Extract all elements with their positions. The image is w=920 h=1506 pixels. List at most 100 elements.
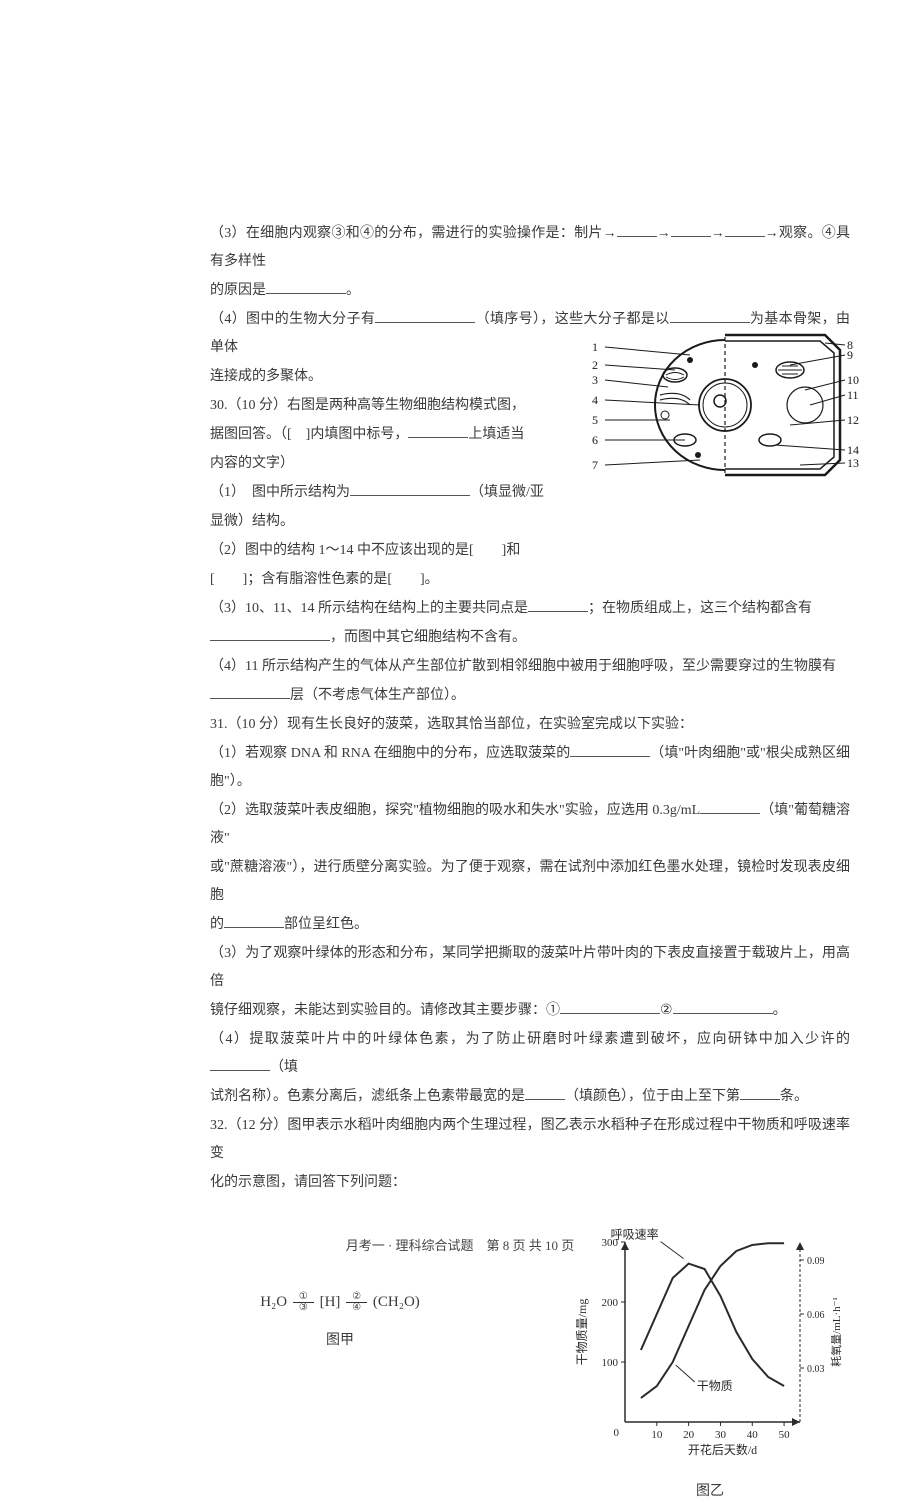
text: ② bbox=[660, 1003, 673, 1018]
q30-3a: （3）10、11、14 所示结构在结构上的主要共同点是 ；在物质组成上，这三个结构… bbox=[210, 595, 850, 623]
blank bbox=[570, 743, 650, 757]
text: （3）为了观察叶绿体的形态和分布，某同学把撕取的菠菜叶片带叶肉的下表皮直接置于载… bbox=[210, 946, 850, 989]
text: （3）10、11、14 所示结构在结构上的主要共同点是 bbox=[210, 601, 528, 616]
svg-text:2: 2 bbox=[592, 358, 598, 372]
blank bbox=[408, 424, 468, 438]
arrow1: ① ③ bbox=[293, 1292, 314, 1313]
svg-text:10: 10 bbox=[847, 373, 859, 387]
svg-text:50: 50 bbox=[779, 1429, 791, 1441]
text: → bbox=[657, 226, 671, 241]
cell-diagram: 1234567891011121413 bbox=[590, 325, 860, 485]
h2o: H₂O bbox=[260, 1294, 287, 1310]
q31-2b: 或"蔗糖溶液"），进行质壁分离实验。为了便于观察，需在试剂中添加红色墨水处理，镜… bbox=[210, 854, 850, 910]
svg-text:0.09: 0.09 bbox=[807, 1256, 825, 1267]
text: （3）在细胞内观察③和④的分布，需进行的实验操作是：制片→ bbox=[210, 226, 617, 241]
arrow2: ② ④ bbox=[346, 1292, 367, 1313]
text: 。 bbox=[346, 283, 360, 298]
blank bbox=[670, 309, 750, 323]
svg-text:10: 10 bbox=[651, 1429, 663, 1441]
text: 据图回答。（[ ]内填图中标号， bbox=[210, 427, 408, 442]
text: 上填适当 bbox=[468, 427, 524, 442]
q30-2a: （2）图中的结构 1～14 中不应该出现的是[ ]和 bbox=[210, 537, 850, 565]
q30-1a: （1） 图中所示结构为 （填显微/亚 bbox=[210, 479, 560, 507]
svg-text:100: 100 bbox=[602, 1357, 619, 1369]
q32-header1: 32.（12 分）图甲表示水稻叶肉细胞内两个生理过程，图乙表示水稻种子在形成过程… bbox=[210, 1112, 850, 1168]
text: [ ]；含有脂溶性色素的是[ ]。 bbox=[210, 572, 439, 587]
blank bbox=[210, 627, 330, 641]
q31-3a: （3）为了观察叶绿体的形态和分布，某同学把撕取的菠菜叶片带叶肉的下表皮直接置于载… bbox=[210, 940, 850, 996]
text: 部位呈红色。 bbox=[284, 917, 368, 932]
q31-3b: 镜仔细观察，未能达到实验目的。请修改其主要步骤：① ② 。 bbox=[210, 997, 850, 1025]
figure-jia-caption: 图甲 bbox=[210, 1327, 470, 1355]
blank bbox=[210, 1057, 270, 1071]
svg-text:20: 20 bbox=[683, 1429, 695, 1441]
blank bbox=[700, 800, 760, 814]
figure-yi: 10203040501002003000.030.060.090开花后天数/d干… bbox=[570, 1227, 850, 1487]
text: 显微）结构。 bbox=[210, 514, 294, 529]
q30-4b: 层（不考虑气体生产部位）。 bbox=[210, 682, 850, 710]
svg-text:0: 0 bbox=[614, 1427, 620, 1439]
blank bbox=[210, 685, 290, 699]
q31-4a: （4）提取菠菜叶片中的叶绿体色素，为了防止研磨时叶绿素遭到破坏，应向研钵中加入少… bbox=[210, 1026, 850, 1082]
text: 镜仔细观察，未能达到实验目的。请修改其主要步骤：① bbox=[210, 1003, 560, 1018]
text: 层（不考虑气体生产部位）。 bbox=[290, 688, 465, 703]
svg-text:耗氧量/mL·h⁻¹: 耗氧量/mL·h⁻¹ bbox=[829, 1297, 843, 1367]
blank bbox=[673, 1000, 773, 1014]
chart-svg: 10203040501002003000.030.060.090开花后天数/d干… bbox=[570, 1227, 850, 1467]
blank bbox=[528, 598, 588, 612]
text: 。 bbox=[773, 1003, 787, 1018]
text: 31.（10 分）现有生长良好的菠菜，选取其恰当部位，在实验室完成以下实验： bbox=[210, 717, 693, 732]
blank bbox=[740, 1086, 780, 1100]
text: （填显微/亚 bbox=[470, 485, 544, 500]
q31-2c: 的 部位呈红色。 bbox=[210, 911, 850, 939]
q31-header: 31.（10 分）现有生长良好的菠菜，选取其恰当部位，在实验室完成以下实验： bbox=[210, 711, 850, 739]
q32-header2: 化的示意图，请回答下列问题： bbox=[210, 1169, 850, 1197]
text: （2）图中的结构 1～14 中不应该出现的是[ ]和 bbox=[210, 543, 520, 558]
figure-row: H₂O ① ③ [H] ② ④ (CH₂O) 图甲 10203040501002… bbox=[210, 1227, 850, 1487]
text: ；在物质组成上，这三个结构都含有 bbox=[588, 601, 812, 616]
text: （1）若观察 DNA 和 RNA 在细胞中的分布，应选取菠菜的 bbox=[210, 746, 570, 761]
q31-1: （1）若观察 DNA 和 RNA 在细胞中的分布，应选取菠菜的（填"叶肉细胞"或… bbox=[210, 740, 850, 796]
text: 30.（10 分）右图是两种高等生物细胞结构模式图， bbox=[210, 398, 525, 413]
blank bbox=[560, 1000, 660, 1014]
q29-3-line1: （3）在细胞内观察③和④的分布，需进行的实验操作是：制片→→→→观察。④具有多样… bbox=[210, 220, 850, 276]
q30-4a: （4）11 所示结构产生的气体从产生部位扩散到相邻细胞中被用于细胞呼吸，至少需要… bbox=[210, 653, 850, 681]
svg-text:3: 3 bbox=[592, 373, 598, 387]
svg-text:40: 40 bbox=[747, 1429, 759, 1441]
page-content: （3）在细胞内观察③和④的分布，需进行的实验操作是：制片→→→→观察。④具有多样… bbox=[210, 220, 850, 1487]
q31-4b: 试剂名称）。色素分离后，滤纸条上色素带最宽的是（填颜色），位于由上至下第条。 bbox=[210, 1083, 850, 1111]
figure-yi-caption: 图乙 bbox=[570, 1478, 850, 1506]
blank bbox=[224, 914, 284, 928]
q30-3b: ，而图中其它细胞结构不含有。 bbox=[210, 624, 850, 652]
svg-text:12: 12 bbox=[847, 413, 859, 427]
q30-header: 30.（10 分）右图是两种高等生物细胞结构模式图， bbox=[210, 392, 560, 420]
text: （填颜色），位于由上至下第 bbox=[565, 1089, 740, 1104]
svg-text:干物质量/mg: 干物质量/mg bbox=[575, 1299, 589, 1366]
blank bbox=[266, 280, 346, 294]
text: 或"蔗糖溶液"），进行质壁分离实验。为了便于观察，需在试剂中添加红色墨水处理，镜… bbox=[210, 860, 850, 903]
text: （2）选取菠菜叶表皮细胞，探究"植物细胞的吸水和失水"实验，应选用 0.3g/m… bbox=[210, 803, 700, 818]
text: 的 bbox=[210, 917, 224, 932]
svg-text:6: 6 bbox=[592, 433, 598, 447]
blank bbox=[671, 223, 711, 237]
text: 连接成的多聚体。 bbox=[210, 369, 322, 384]
q31-2a: （2）选取菠菜叶表皮细胞，探究"植物细胞的吸水和失水"实验，应选用 0.3g/m… bbox=[210, 797, 850, 853]
svg-text:11: 11 bbox=[847, 388, 859, 402]
text: （4）提取菠菜叶片中的叶绿体色素，为了防止研磨时叶绿素遭到破坏，应向研钵中加入少… bbox=[210, 1032, 850, 1047]
q30-2b: [ ]；含有脂溶性色素的是[ ]。 bbox=[210, 566, 850, 594]
text: （1） 图中所示结构为 bbox=[210, 485, 350, 500]
svg-text:0.03: 0.03 bbox=[807, 1364, 825, 1375]
q30-1b: 显微）结构。 bbox=[210, 508, 560, 536]
svg-text:200: 200 bbox=[602, 1297, 619, 1309]
svg-text:开花后天数/d: 开花后天数/d bbox=[688, 1442, 757, 1457]
blank bbox=[350, 482, 470, 496]
page-footer: 月考一 · 理科综合试题 第 8 页 共 10 页 bbox=[0, 1235, 920, 1254]
svg-text:1: 1 bbox=[592, 340, 598, 354]
text: 内容的文字） bbox=[210, 456, 294, 471]
blank bbox=[375, 309, 475, 323]
q30-intro1: 据图回答。（[ ]内填图中标号， 上填适当 bbox=[210, 421, 560, 449]
svg-text:13: 13 bbox=[847, 456, 859, 470]
footer-text: 月考一 · 理科综合试题 第 8 页 共 10 页 bbox=[346, 1238, 575, 1253]
text: → bbox=[711, 226, 725, 241]
arrow1-bot: ③ bbox=[293, 1303, 314, 1313]
